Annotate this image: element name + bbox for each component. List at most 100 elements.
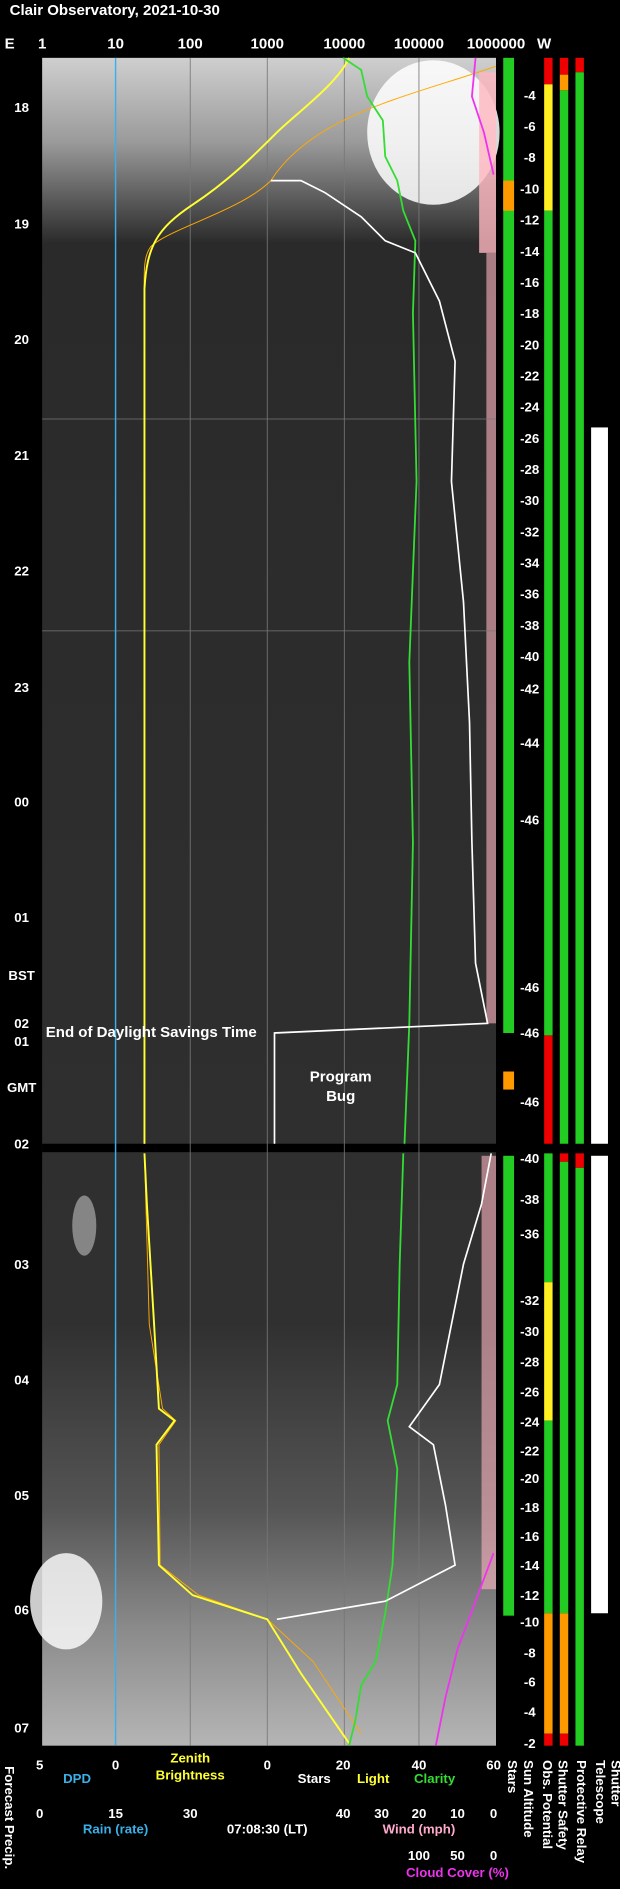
grid bbox=[42, 57, 496, 1746]
scale-tick: 60 bbox=[486, 1758, 501, 1773]
plot-background bbox=[30, 57, 500, 1746]
legend-label: Clarity bbox=[414, 1771, 456, 1786]
compass-east: E bbox=[5, 36, 15, 53]
sun-altitude-label: -38 bbox=[520, 618, 539, 633]
scale-tick: 5 bbox=[36, 1758, 43, 1773]
top-scale-label: 10 bbox=[107, 36, 124, 53]
time-label: 01 bbox=[14, 1034, 29, 1049]
side-label: Protective Relay bbox=[574, 1760, 589, 1864]
scale-tick: 20 bbox=[336, 1758, 351, 1773]
scale-tick: 40 bbox=[412, 1758, 427, 1773]
annotation: Program bbox=[310, 1068, 372, 1085]
legend-label: Wind (mph) bbox=[383, 1821, 456, 1836]
time-label: BST bbox=[8, 968, 34, 983]
timestamp: 07:08:30 (LT) bbox=[227, 1821, 308, 1836]
sun-altitude-label: -32 bbox=[520, 524, 539, 539]
sun-altitude-label: -28 bbox=[520, 1354, 539, 1369]
time-label: 06 bbox=[14, 1602, 29, 1617]
sun-altitude-label: -44 bbox=[520, 736, 540, 751]
time-label: 02 bbox=[14, 1136, 29, 1151]
sun-altitude-label: -8 bbox=[524, 150, 536, 165]
time-label: 23 bbox=[14, 680, 29, 695]
time-label: 19 bbox=[14, 217, 29, 232]
time-label: 02 bbox=[14, 1016, 29, 1031]
top-scale-label: 1000 bbox=[251, 36, 284, 53]
sun-altitude-label: -6 bbox=[524, 1675, 536, 1690]
sun-altitude-label: -22 bbox=[520, 368, 539, 383]
compass-west: W bbox=[537, 36, 552, 53]
legend-label: Rain (rate) bbox=[83, 1821, 148, 1836]
sun-altitude-label: -18 bbox=[520, 306, 539, 321]
sun-altitude-label: -32 bbox=[520, 1293, 539, 1308]
time-label: 04 bbox=[14, 1372, 29, 1387]
side-label: Telescope bbox=[593, 1760, 608, 1824]
scale-tick: 0 bbox=[490, 1848, 497, 1863]
scale-tick: 0 bbox=[36, 1806, 43, 1821]
legend-label: Stars bbox=[298, 1771, 331, 1786]
sun-altitude-label: -36 bbox=[520, 1227, 539, 1242]
scale-tick: 50 bbox=[450, 1848, 465, 1863]
side-label: Forecast Precip. bbox=[2, 1766, 17, 1869]
annotation: End of Daylight Savings Time bbox=[46, 1024, 257, 1041]
top-scale-label: 100 bbox=[178, 36, 203, 53]
sun-altitude-label: -40 bbox=[520, 1151, 539, 1166]
legend-label: Light bbox=[357, 1771, 390, 1786]
sun-altitude-label: -36 bbox=[520, 587, 539, 602]
scale-tick: 100 bbox=[408, 1848, 430, 1863]
sun-altitude-label: -26 bbox=[520, 1384, 539, 1399]
sun-altitude-label: -34 bbox=[520, 556, 540, 571]
time-label: 20 bbox=[14, 332, 29, 347]
sun-altitude-label: -16 bbox=[520, 1529, 539, 1544]
scale-tick: 0 bbox=[490, 1806, 497, 1821]
sun-altitude-label: -10 bbox=[520, 1614, 539, 1629]
sun-altitude-label: -14 bbox=[520, 1558, 540, 1573]
legend-label: DPD bbox=[63, 1771, 91, 1786]
sun-altitude-label: -10 bbox=[520, 181, 539, 196]
top-scale-label: 1 bbox=[38, 36, 46, 53]
sun-altitude-label: -46 bbox=[520, 1094, 539, 1109]
scale-tick: 0 bbox=[264, 1758, 271, 1773]
scale-tick: 30 bbox=[183, 1806, 198, 1821]
sun-altitude-label: -4 bbox=[524, 88, 536, 103]
sun-altitude-label: -46 bbox=[520, 813, 539, 828]
time-label: 18 bbox=[14, 100, 29, 115]
sun-altitude-label: -12 bbox=[520, 1588, 539, 1603]
top-scale-label: 100000 bbox=[394, 36, 444, 53]
sun-altitude-label: -40 bbox=[520, 649, 539, 664]
sun-altitude-label: -24 bbox=[520, 400, 540, 415]
traces bbox=[143, 57, 497, 1746]
sun-altitude-label: -42 bbox=[520, 681, 539, 696]
side-label: Shutter bbox=[609, 1760, 620, 1806]
scale-tick: 0 bbox=[112, 1758, 119, 1773]
scale-tick: 20 bbox=[412, 1806, 427, 1821]
sun-altitude-label: -2 bbox=[524, 1736, 536, 1751]
scale-tick: 15 bbox=[108, 1806, 123, 1821]
title: Clair Observatory, 2021-10-30 bbox=[10, 2, 220, 19]
scale-tick: 10 bbox=[450, 1806, 465, 1821]
time-label: 21 bbox=[14, 448, 29, 463]
time-label: 00 bbox=[14, 795, 29, 810]
sun-altitude-label: -22 bbox=[520, 1443, 539, 1458]
sun-altitude-label: -30 bbox=[520, 1324, 539, 1339]
sun-altitude-label: -24 bbox=[520, 1415, 540, 1430]
sun-altitude-label: -26 bbox=[520, 431, 539, 446]
side-label: Sun Altitude bbox=[521, 1760, 536, 1837]
sun-altitude-label: -8 bbox=[524, 1646, 536, 1661]
legend-label: Brightness bbox=[156, 1767, 225, 1782]
scale-tick: 40 bbox=[336, 1806, 351, 1821]
side-label: Obs. Potential bbox=[540, 1760, 555, 1849]
side-label: Shutter Safety bbox=[556, 1760, 571, 1850]
time-label: 03 bbox=[14, 1257, 29, 1272]
time-label: 22 bbox=[14, 563, 29, 578]
time-label: 07 bbox=[14, 1720, 29, 1735]
sun-altitude-label: -28 bbox=[520, 462, 539, 477]
sun-altitude-label: -4 bbox=[524, 1705, 536, 1720]
legend-label: Zenith bbox=[170, 1750, 210, 1765]
scale-tick: 30 bbox=[374, 1806, 389, 1821]
sun-altitude-label: -6 bbox=[524, 119, 536, 134]
sun-altitude-label: -16 bbox=[520, 275, 539, 290]
status-columns bbox=[503, 57, 608, 1746]
time-label: 05 bbox=[14, 1488, 29, 1503]
